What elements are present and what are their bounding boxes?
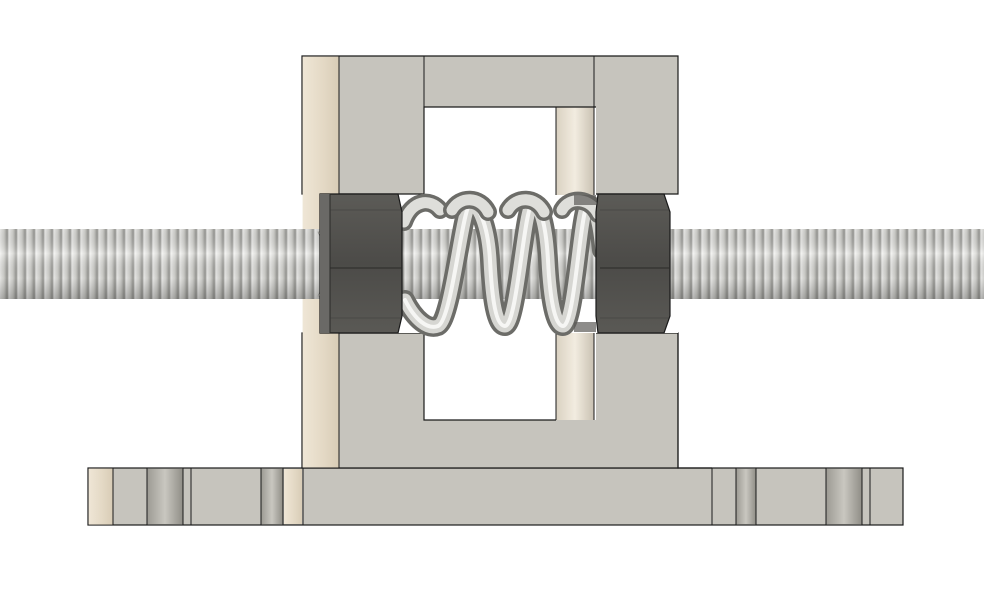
anti-backlash-nut-right: [595, 193, 671, 334]
mounting-hole-left-inner: [261, 469, 283, 524]
mounting-hole-right-outer: [826, 469, 862, 524]
mounting-hole-left-outer: [147, 469, 183, 524]
mounting-hole-right-inner: [736, 469, 756, 524]
base-plate: [87, 467, 904, 526]
bracket-body: [301, 55, 712, 469]
anti-backlash-nut-left: [319, 193, 403, 334]
